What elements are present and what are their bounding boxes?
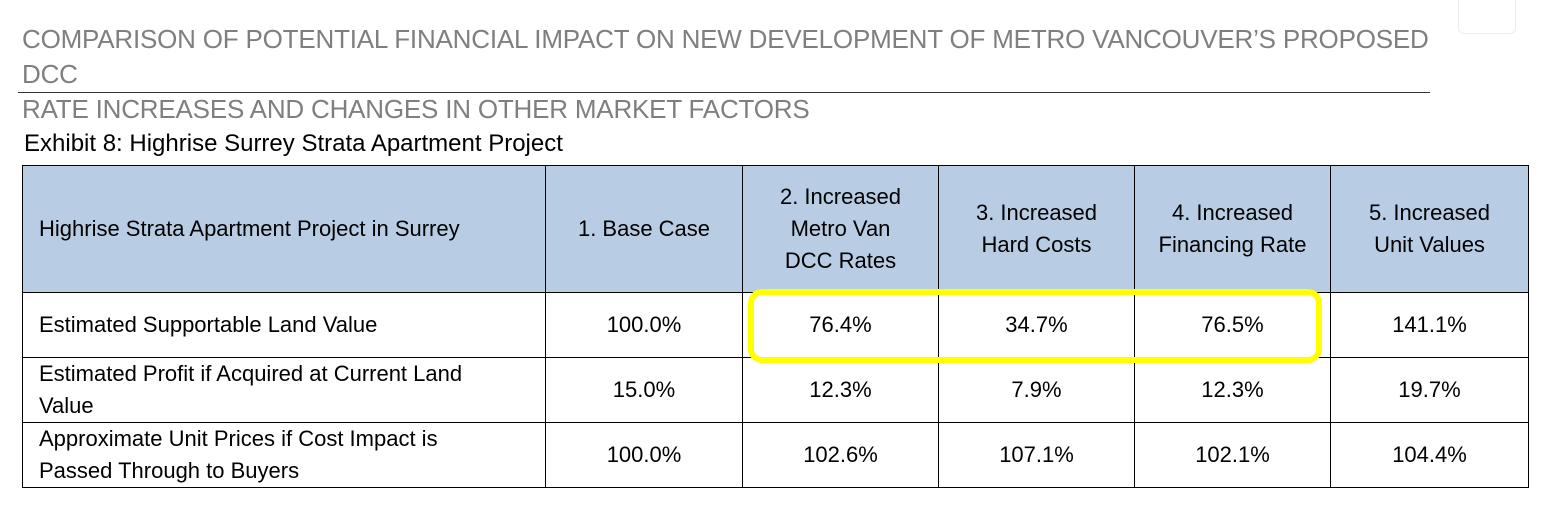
corner-widget	[1458, 0, 1516, 34]
comparison-table: Highrise Strata Apartment Project in Sur…	[22, 165, 1529, 488]
header-financing-rate-label: 4. Increased Financing Rate	[1158, 200, 1307, 257]
cell-value: 100.0%	[545, 292, 743, 358]
row-label-text: Estimated Profit if Acquired at Current …	[39, 361, 463, 418]
row-label: Estimated Profit if Acquired at Current …	[22, 357, 546, 423]
header-hard-costs-label: 3. Increased Hard Costs	[975, 200, 1098, 257]
cell-value: 76.4%	[742, 292, 939, 358]
cell-value: 104.4%	[1330, 422, 1529, 488]
table-row: Approximate Unit Prices if Cost Impact i…	[22, 422, 1529, 488]
header-base-case-label: 1. Base Case	[577, 216, 711, 241]
row-label: Estimated Supportable Land Value	[22, 292, 546, 358]
header-project: Highrise Strata Apartment Project in Sur…	[22, 165, 546, 293]
header-financing-rate: 4. Increased Financing Rate	[1134, 165, 1331, 293]
cell-value: 12.3%	[742, 357, 939, 423]
cell-value: 12.3%	[1134, 357, 1331, 423]
cell-value: 34.7%	[938, 292, 1135, 358]
table-row: Estimated Supportable Land Value 100.0% …	[22, 292, 1529, 358]
cell-value: 19.7%	[1330, 357, 1529, 423]
cell-value: 102.6%	[742, 422, 939, 488]
cell-value: 141.1%	[1330, 292, 1529, 358]
heading-line-2: RATE INCREASES AND CHANGES IN OTHER MARK…	[22, 94, 810, 124]
header-dcc-rates-label: 2. Increased Metro Van DCC Rates	[779, 184, 902, 273]
cell-value: 76.5%	[1134, 292, 1331, 358]
cell-value: 100.0%	[545, 422, 743, 488]
exhibit-title: Exhibit 8: Highrise Surrey Strata Apartm…	[24, 130, 563, 157]
row-label-text: Approximate Unit Prices if Cost Impact i…	[39, 426, 438, 483]
cell-value: 107.1%	[938, 422, 1135, 488]
header-unit-values-label: 5. Increased Unit Values	[1368, 200, 1491, 257]
heading-line-1: COMPARISON OF POTENTIAL FINANCIAL IMPACT…	[22, 24, 1429, 89]
cell-value: 7.9%	[938, 357, 1135, 423]
cell-value: 102.1%	[1134, 422, 1331, 488]
heading-divider	[18, 92, 1430, 93]
row-label: Approximate Unit Prices if Cost Impact i…	[22, 422, 546, 488]
table-header-row: Highrise Strata Apartment Project in Sur…	[22, 165, 1529, 293]
header-unit-values: 5. Increased Unit Values	[1330, 165, 1529, 293]
document-heading: COMPARISON OF POTENTIAL FINANCIAL IMPACT…	[22, 22, 1442, 127]
cell-value: 15.0%	[545, 357, 743, 423]
table-row: Estimated Profit if Acquired at Current …	[22, 357, 1529, 423]
header-base-case: 1. Base Case	[545, 165, 743, 293]
header-dcc-rates: 2. Increased Metro Van DCC Rates	[742, 165, 939, 293]
header-hard-costs: 3. Increased Hard Costs	[938, 165, 1135, 293]
